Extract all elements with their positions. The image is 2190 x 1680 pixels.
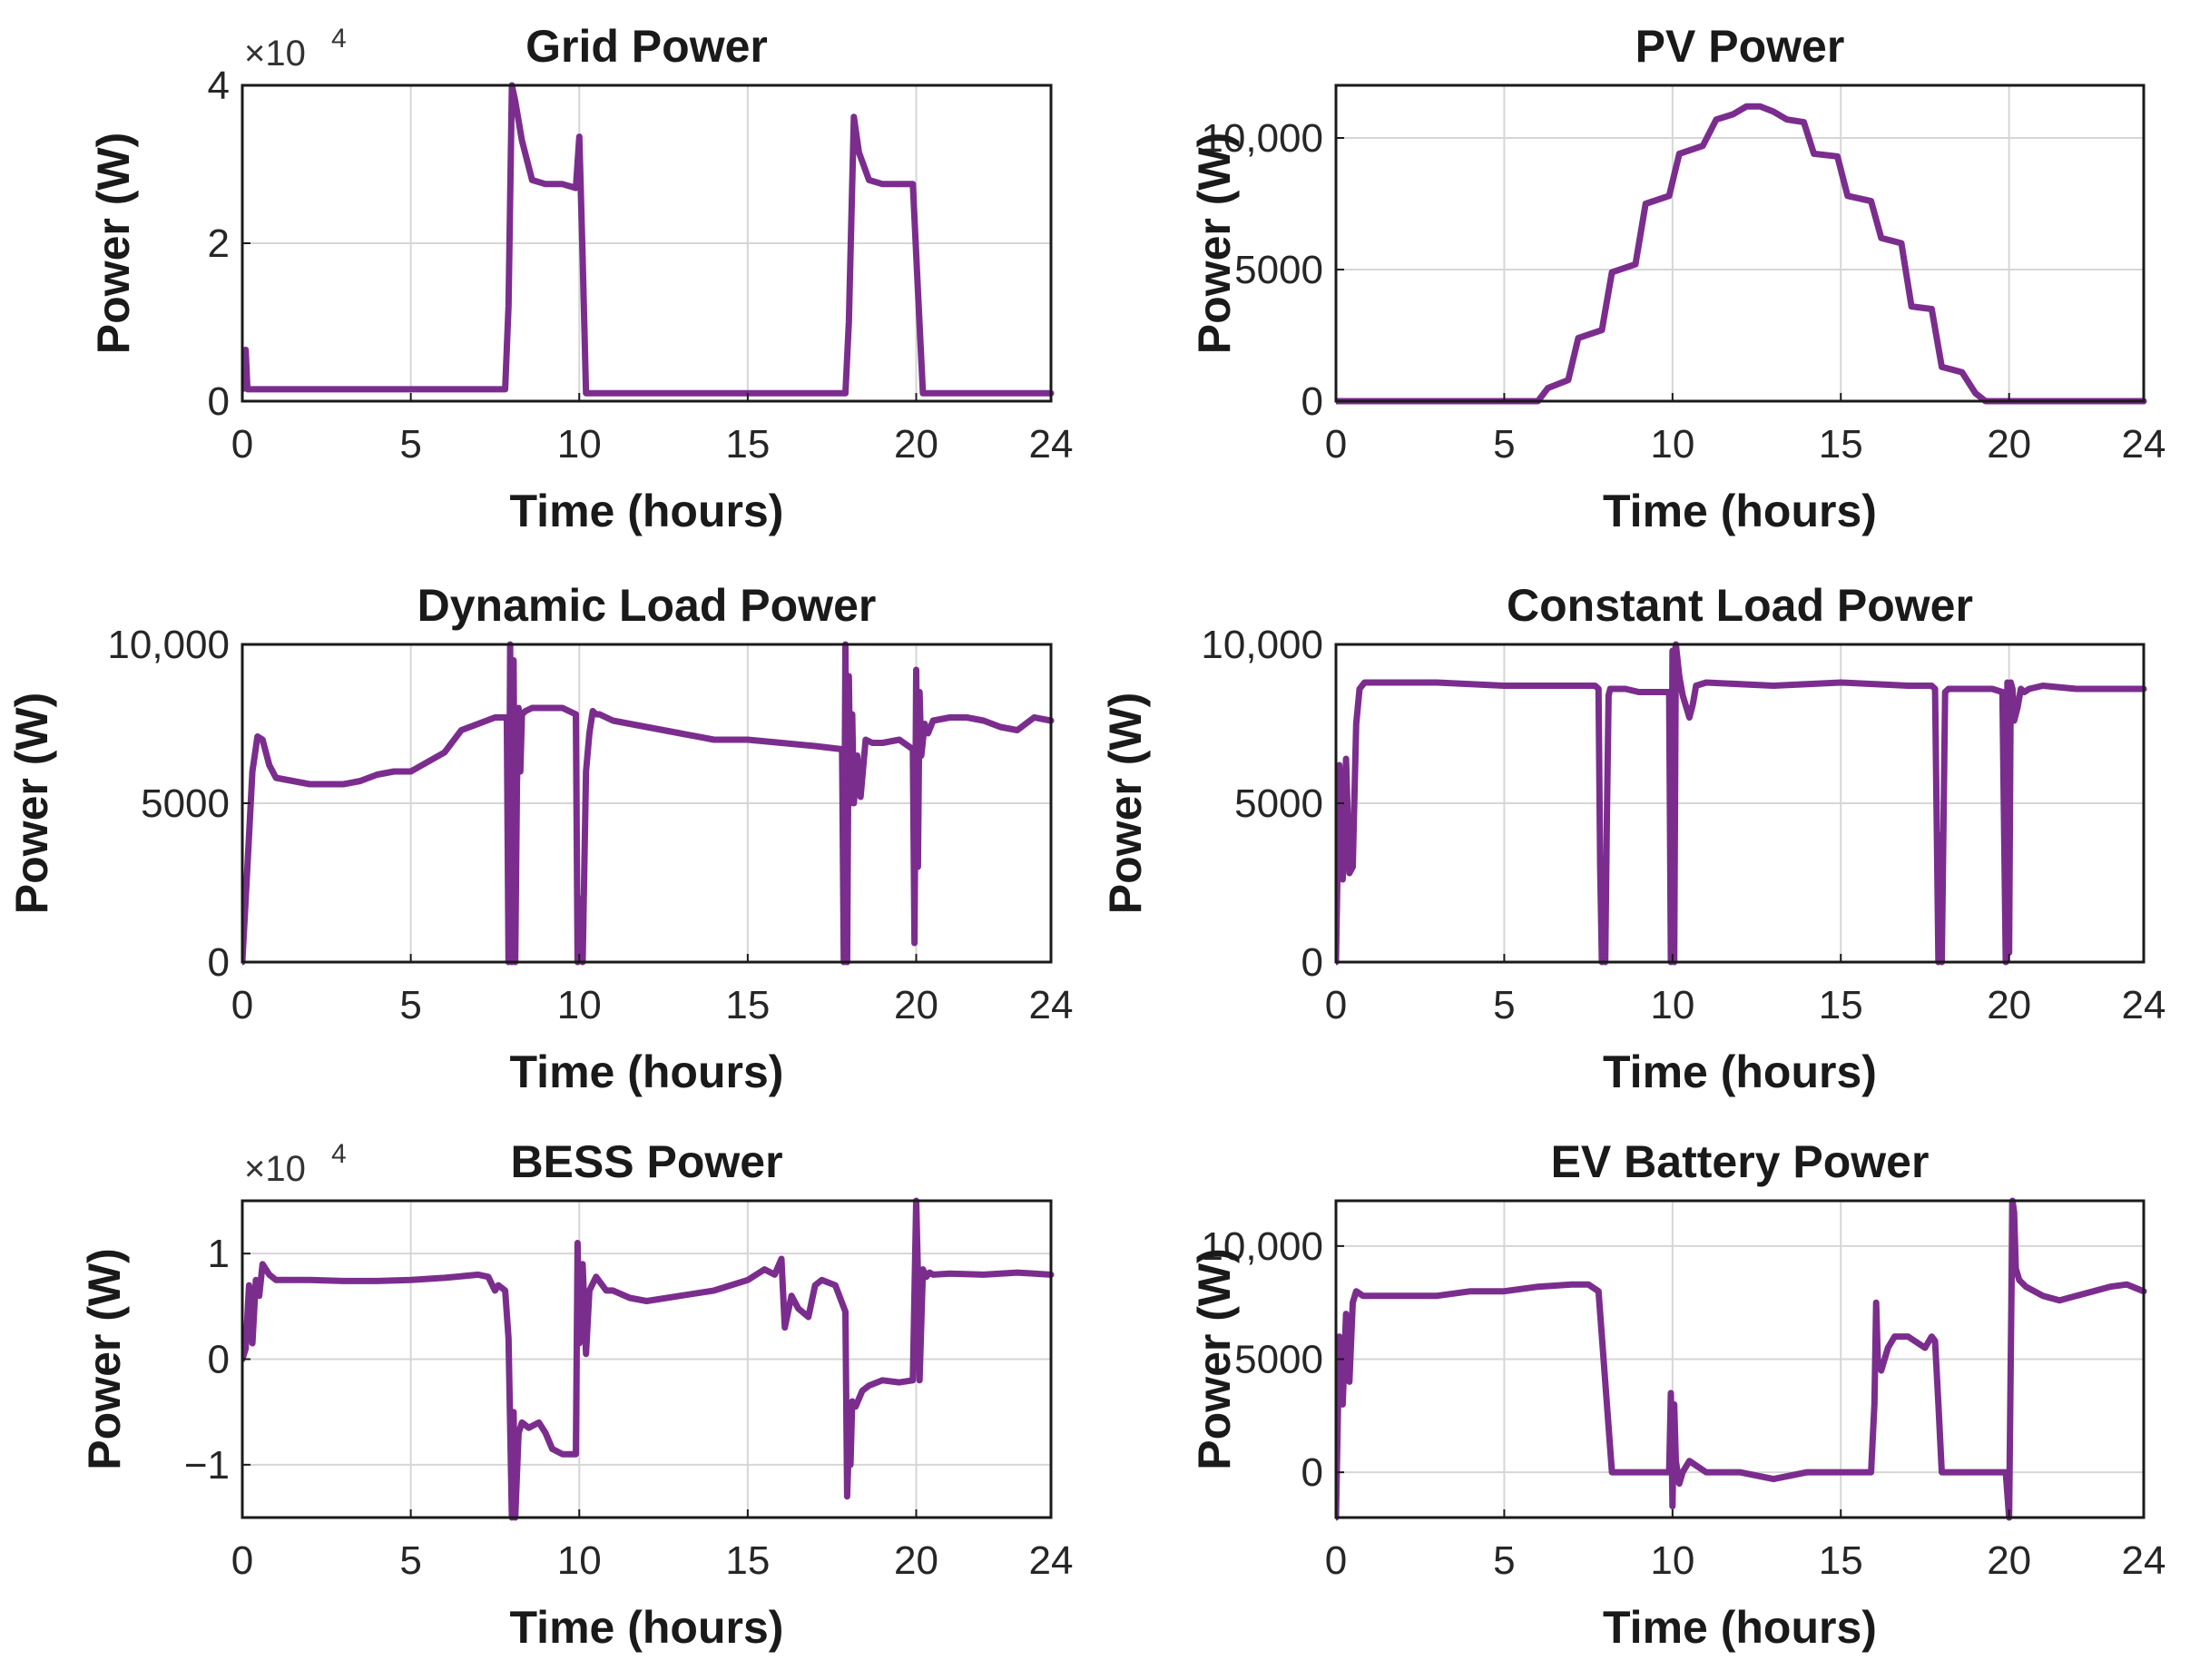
x-tick-label: 20 bbox=[1987, 983, 2031, 1027]
x-axis-label: Time (hours) bbox=[510, 1602, 784, 1653]
y-tick-label: 5000 bbox=[1234, 781, 1323, 826]
y-exponent-power: 4 bbox=[331, 1139, 347, 1169]
y-axis-label: Power (W) bbox=[79, 1248, 130, 1469]
y-axis-label: Power (W) bbox=[1189, 133, 1240, 354]
x-tick-label: 20 bbox=[1987, 1538, 2031, 1583]
x-tick-label: 15 bbox=[1819, 983, 1863, 1027]
x-tick-label: 20 bbox=[894, 983, 938, 1027]
y-tick-label: 0 bbox=[1301, 379, 1323, 424]
chart-title: Constant Load Power bbox=[1507, 580, 1973, 631]
x-tick-label: 5 bbox=[399, 422, 421, 467]
y-axis-label: Power (W) bbox=[88, 133, 139, 354]
panel-pv-power: 0 5 10 15 20 24 0 5000 10,000 PV Power Time (hours… bbox=[1189, 21, 2165, 536]
y-tick-label: 10,000 bbox=[1201, 1224, 1323, 1269]
x-axis-label: Time (hours) bbox=[510, 1046, 784, 1097]
x-tick-label: 10 bbox=[557, 983, 602, 1027]
x-tick-label: 10 bbox=[1650, 422, 1694, 467]
y-tick-label: 5000 bbox=[1234, 248, 1323, 292]
y-tick-label: 0 bbox=[1301, 1450, 1323, 1495]
x-tick-label: 5 bbox=[1493, 422, 1515, 467]
x-tick-label: 15 bbox=[1819, 1538, 1863, 1583]
x-tick-label: 0 bbox=[1325, 983, 1347, 1027]
y-tick-label: 10,000 bbox=[1201, 623, 1323, 667]
x-tick-label: 0 bbox=[231, 422, 253, 467]
x-tick-label: 10 bbox=[557, 1538, 602, 1583]
x-tick-label: 5 bbox=[1493, 1538, 1515, 1583]
panel-bess-power: 0 5 10 15 20 24 −1 0 1 ×10 4 BESS Power Time (hours)… bbox=[79, 1136, 1073, 1653]
x-tick-label: 24 bbox=[2122, 1538, 2166, 1583]
y-tick-label: 0 bbox=[208, 940, 230, 985]
panel-dynamic-load-power: 0 5 10 15 20 24 0 5000 10,000 Dynamic Load Power T… bbox=[6, 580, 1073, 1097]
y-axis-label: Power (W) bbox=[1100, 693, 1151, 914]
x-tick-label: 15 bbox=[725, 1538, 770, 1583]
series-line-pv-power bbox=[1336, 103, 2147, 405]
series-line-bess-power bbox=[242, 1197, 1055, 1521]
y-tick-label: 5000 bbox=[1234, 1338, 1323, 1382]
x-tick-label: 15 bbox=[725, 983, 770, 1027]
x-tick-label: 24 bbox=[1029, 983, 1074, 1027]
x-tick-label: 20 bbox=[894, 1538, 938, 1583]
x-tick-label: 0 bbox=[1325, 422, 1347, 467]
panel-ev-battery-power: 0 5 10 15 20 24 0 5000 10,000 EV Battery Power Tim… bbox=[1189, 1136, 2165, 1653]
x-tick-label: 5 bbox=[399, 983, 421, 1027]
x-tick-label: 10 bbox=[1650, 983, 1694, 1027]
axes-frame bbox=[1334, 84, 2146, 403]
series-line-constant-load-power bbox=[1336, 641, 2147, 966]
x-tick-label: 5 bbox=[399, 1538, 421, 1583]
series-line-dynamic-load-power bbox=[242, 641, 1055, 966]
y-axis-label: Power (W) bbox=[1189, 1248, 1240, 1469]
x-tick-label: 15 bbox=[1819, 422, 1863, 467]
y-tick-label: 4 bbox=[208, 64, 230, 108]
y-exponent-label: ×10 bbox=[244, 34, 306, 74]
y-tick-label: 10,000 bbox=[107, 623, 230, 667]
chart-title: BESS Power bbox=[510, 1136, 782, 1187]
chart-title: PV Power bbox=[1635, 21, 1845, 72]
x-axis-label: Time (hours) bbox=[510, 486, 784, 536]
x-axis-label: Time (hours) bbox=[1603, 1046, 1877, 1097]
y-tick-label: 0 bbox=[208, 1338, 230, 1382]
chart-title: EV Battery Power bbox=[1551, 1136, 1930, 1187]
chart-title: Dynamic Load Power bbox=[417, 580, 877, 631]
y-tick-label: 5000 bbox=[141, 781, 230, 826]
x-tick-label: 24 bbox=[2122, 422, 2166, 467]
x-tick-label: 24 bbox=[1029, 422, 1074, 467]
panel-constant-load-power: 0 5 10 15 20 24 0 5000 10,000 Constant Load Power… bbox=[1100, 580, 2165, 1097]
x-tick-label: 15 bbox=[725, 422, 770, 467]
x-tick-label: 24 bbox=[1029, 1538, 1074, 1583]
x-tick-label: 5 bbox=[1493, 983, 1515, 1027]
x-tick-label: 10 bbox=[557, 422, 602, 467]
y-tick-label: −1 bbox=[184, 1443, 230, 1488]
y-tick-label: 0 bbox=[208, 379, 230, 424]
y-axis-label: Power (W) bbox=[6, 693, 57, 914]
x-tick-label: 10 bbox=[1650, 1538, 1694, 1583]
y-exponent-power: 4 bbox=[331, 24, 347, 54]
y-tick-label: 1 bbox=[208, 1232, 230, 1276]
plot-area bbox=[1336, 85, 2144, 401]
series-line-grid-power bbox=[242, 82, 1055, 397]
x-tick-label: 20 bbox=[1987, 422, 2031, 467]
y-tick-label: 2 bbox=[208, 221, 230, 266]
y-tick-label: 10,000 bbox=[1201, 116, 1323, 161]
x-tick-label: 20 bbox=[894, 422, 938, 467]
y-tick-label: 0 bbox=[1301, 940, 1323, 985]
chart-title: Grid Power bbox=[525, 21, 768, 72]
x-tick-label: 24 bbox=[2122, 983, 2166, 1027]
x-tick-label: 0 bbox=[231, 983, 253, 1027]
x-axis-label: Time (hours) bbox=[1603, 1602, 1877, 1653]
x-tick-label: 0 bbox=[231, 1538, 253, 1583]
x-axis-label: Time (hours) bbox=[1603, 486, 1877, 536]
x-tick-label: 0 bbox=[1325, 1538, 1347, 1583]
y-exponent-label: ×10 bbox=[244, 1149, 306, 1189]
